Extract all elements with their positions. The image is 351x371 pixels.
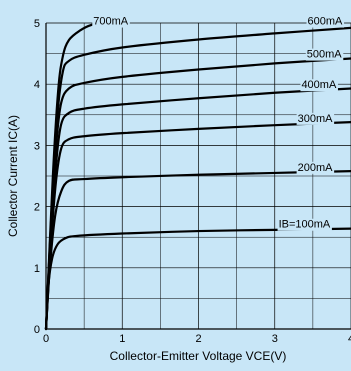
axis-layer: 0 1 2 3 4 0 1 2 3 4 5	[34, 18, 351, 345]
curve-label: 700mA	[93, 16, 129, 28]
x-axis-title: Collector-Emitter Voltage VCE(V)	[110, 349, 287, 363]
x-tick-label: 4	[348, 333, 351, 345]
series-curve-200ma	[44, 170, 351, 331]
curve-label: 500mA	[307, 49, 343, 61]
curve-label-bg	[296, 161, 335, 174]
x-tick-label: 2	[195, 333, 201, 345]
curve-label: 200mA	[298, 162, 334, 174]
curve-label-bg	[92, 15, 130, 28]
series-layer	[44, 21, 351, 331]
curve-label-bg	[306, 15, 345, 28]
curve-label: 400mA	[301, 79, 337, 91]
curve-label-bg	[296, 112, 335, 125]
y-axis-title: Collector Current IC(A)	[6, 115, 20, 237]
y-tick-label: 3	[34, 140, 40, 152]
x-tick-label: 1	[119, 333, 125, 345]
curve-label-bg	[305, 48, 344, 61]
curve-label: IB=100mA	[279, 219, 331, 231]
curve-label: 600mA	[308, 16, 344, 28]
x-tick-label: 0	[43, 333, 49, 345]
x-tick-label: 3	[272, 333, 278, 345]
y-tick-label: 2	[34, 202, 40, 214]
y-tick-label: 4	[34, 79, 40, 91]
curve-label-bg	[300, 79, 338, 92]
curve-label-bg	[277, 218, 332, 231]
y-tick-label: 5	[34, 18, 40, 30]
curve-label: 300mA	[298, 113, 334, 125]
y-tick-label: 0	[34, 324, 40, 336]
series-curve-700ma	[44, 21, 105, 331]
label-layer: 700mA 600mA 500mA 400mA 300mA 200mA IB=100mA	[92, 15, 345, 231]
y-tick-label: 1	[34, 263, 40, 275]
